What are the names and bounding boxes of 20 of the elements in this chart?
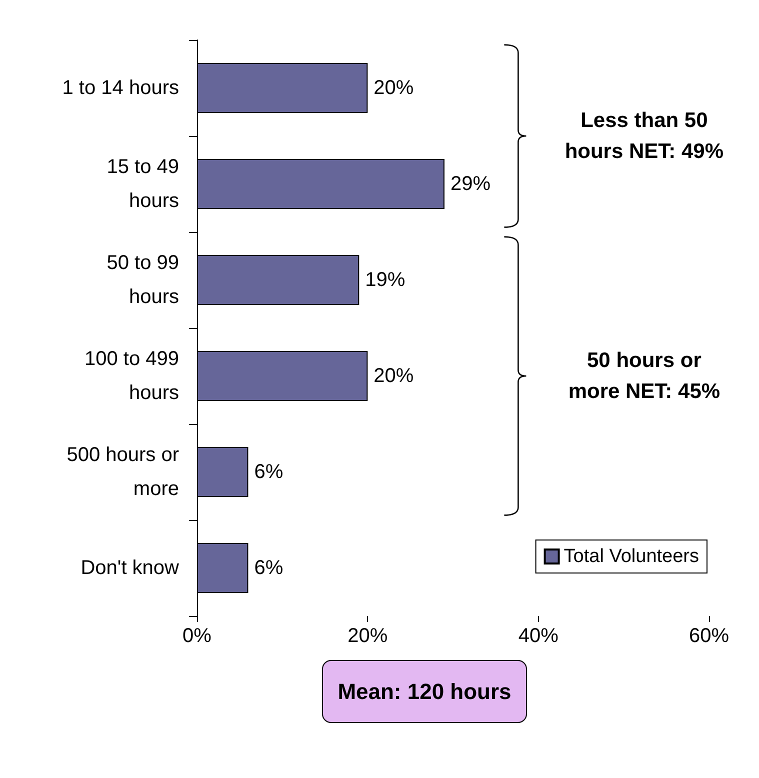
- text: Mean: 120 hours: [322, 660, 527, 723]
- data-label: 6%: [254, 461, 284, 483]
- y-tick-label: 100 to 499 hours: [84, 348, 179, 404]
- data-label: 20%: [374, 365, 414, 387]
- data-label: 20%: [374, 77, 414, 99]
- data-label: 29%: [450, 173, 491, 195]
- y-tick-label: 500 hours or more: [66, 444, 180, 500]
- y-tick-label: 50 to 99 hours: [106, 252, 179, 308]
- y-tick-label: 1 to 14 hours: [62, 77, 179, 99]
- x-tick-label: 40%: [518, 625, 559, 647]
- x-tick-label: 60%: [688, 625, 730, 647]
- y-tick-label: 15 to 49 hours: [106, 156, 179, 212]
- data-label: 6%: [254, 557, 284, 579]
- x-tick-label: 20%: [348, 625, 388, 647]
- x-tick-label: 0%: [182, 625, 212, 647]
- data-label: 19%: [365, 269, 406, 291]
- annotation: Less than 50 hours NET: 49%: [564, 108, 725, 165]
- y-tick-label: Don't know: [80, 557, 180, 579]
- annotation: 50 hours or more NET: 45%: [567, 348, 722, 405]
- legend-label: Total Volunteers: [564, 546, 700, 567]
